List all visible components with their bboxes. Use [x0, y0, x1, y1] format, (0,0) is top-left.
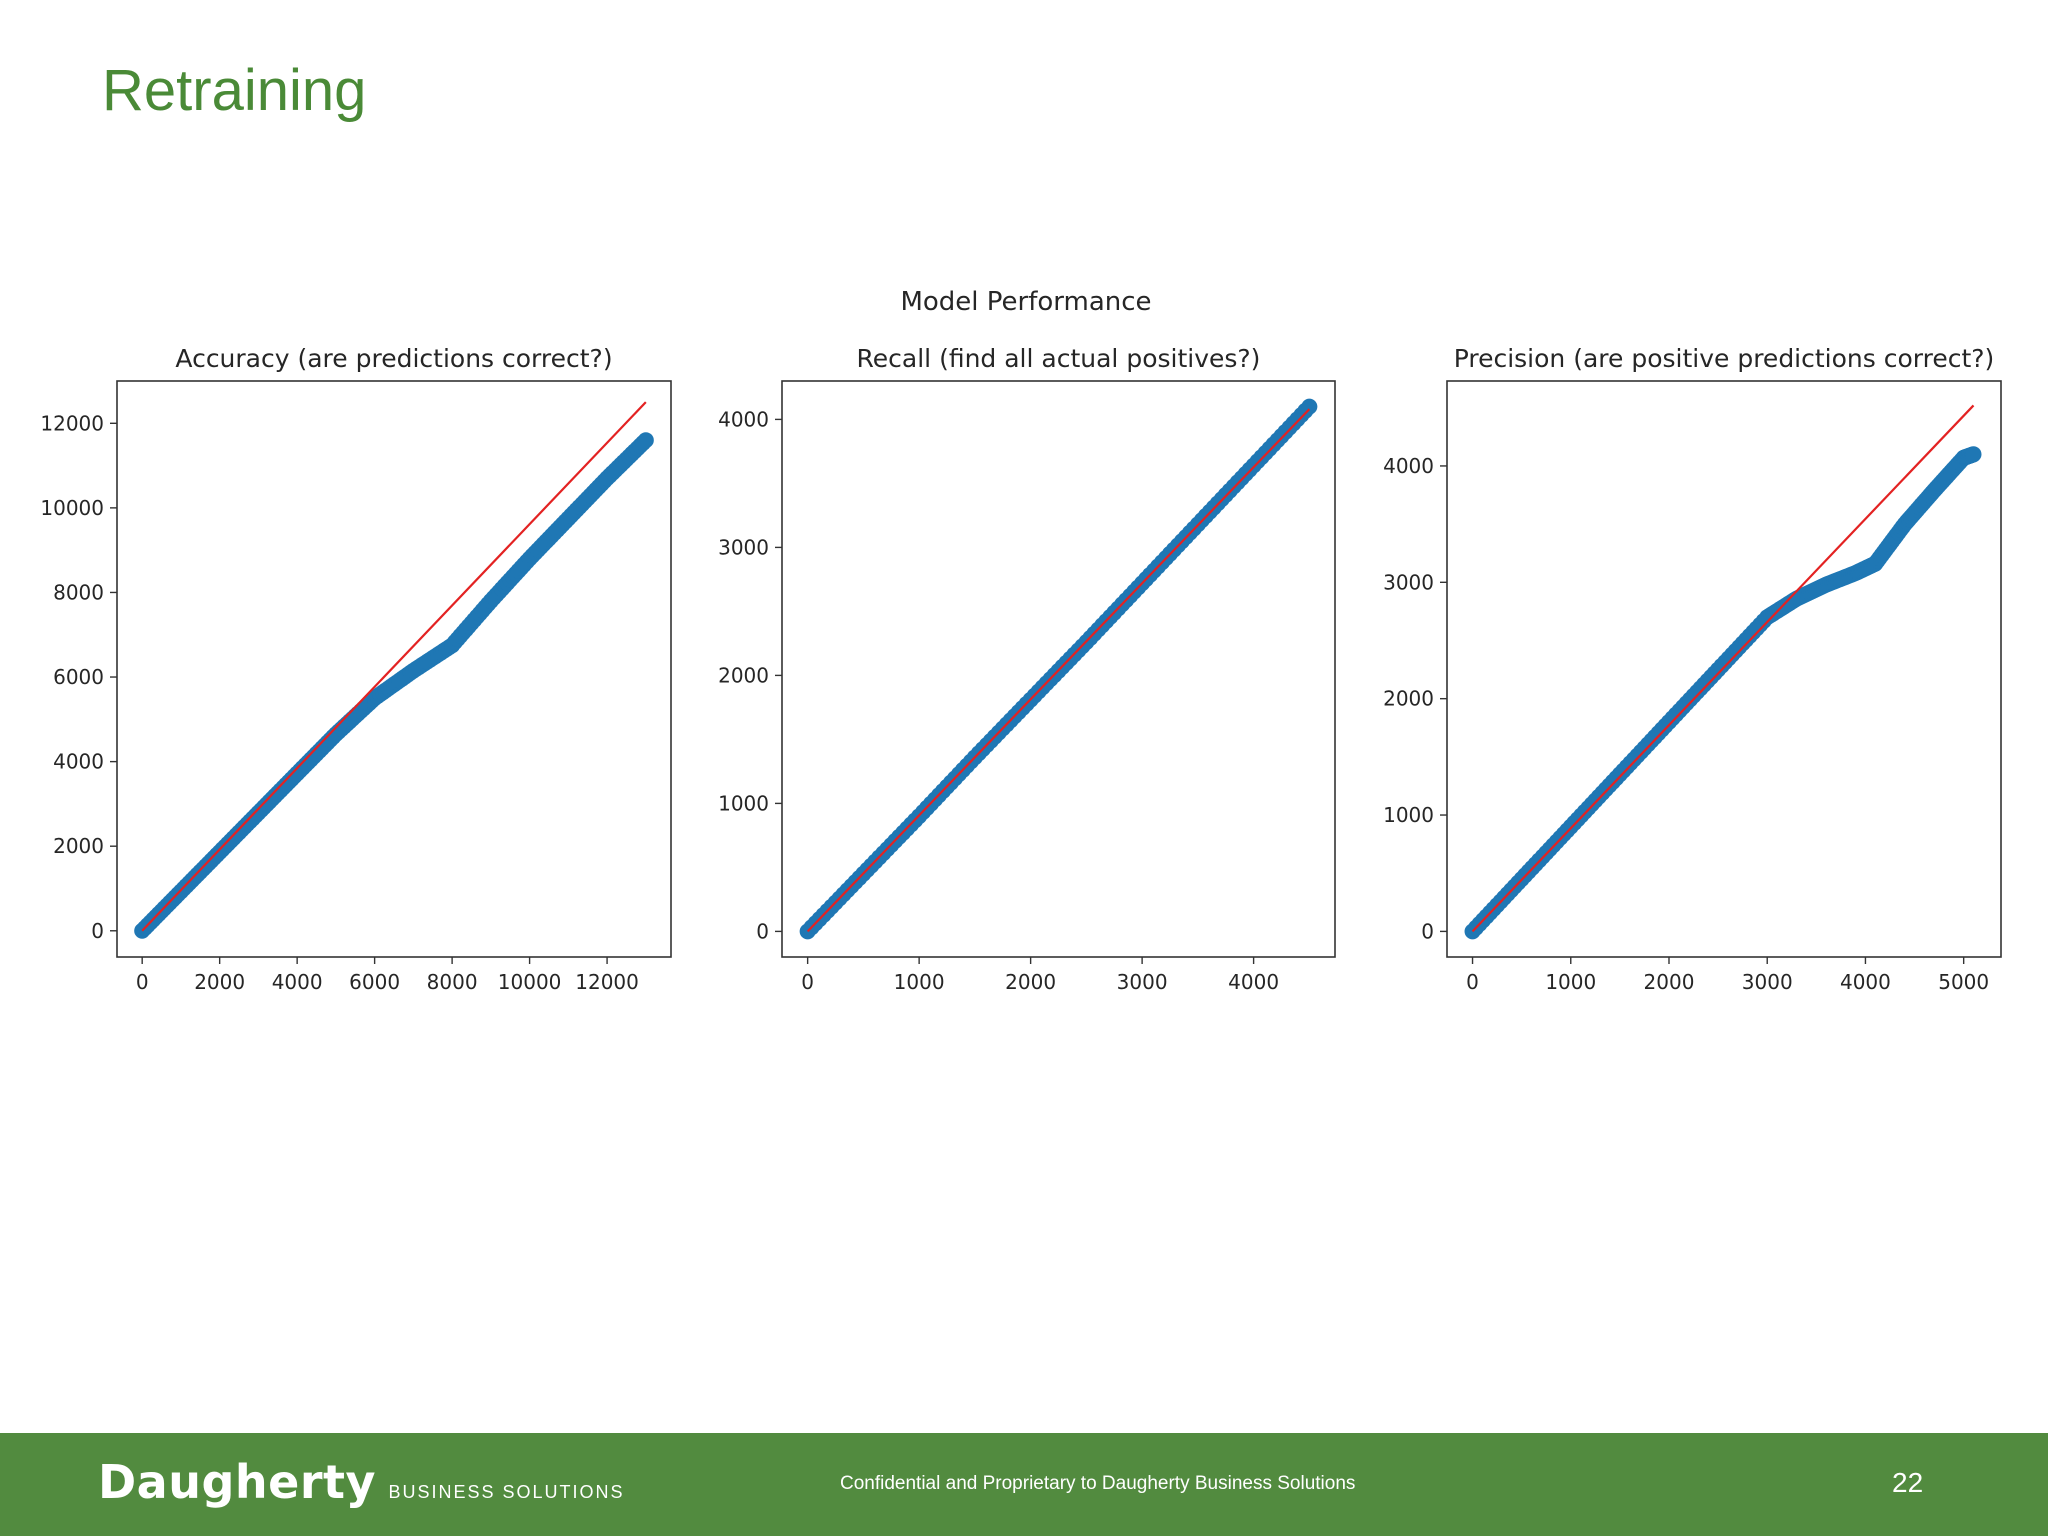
- model-performance-figure: Accuracy (are predictions correct?) 0 2000…: [0, 270, 2048, 1150]
- x-tick-label: 3000: [1742, 970, 1793, 994]
- chart-title: Accuracy (are predictions correct?): [175, 344, 612, 373]
- brand-name: Daugherty: [98, 1455, 377, 1509]
- chart-title: Recall (find all actual positives?): [857, 344, 1261, 373]
- chart-panel-3: Precision (are positive predictions corr…: [1383, 344, 2002, 994]
- confidential-notice: Confidential and Proprietary to Daughert…: [840, 1473, 1356, 1494]
- x-tick-label: 1000: [894, 970, 945, 994]
- footer-bar: Daugherty BUSINESS SOLUTIONS Confidentia…: [0, 1433, 2048, 1536]
- figure-suptitle: Model Performance: [900, 287, 1151, 317]
- y-tick-label: 0: [756, 919, 769, 943]
- x-tick-label: 12000: [575, 970, 639, 994]
- y-tick-label: 10000: [40, 496, 104, 520]
- x-tick-label: 3000: [1117, 970, 1168, 994]
- y-tick-label: 2000: [718, 663, 769, 687]
- x-tick-label: 4000: [272, 970, 323, 994]
- data-point: [1965, 446, 1982, 463]
- x-tick-label: 8000: [427, 970, 478, 994]
- slide-title: Retraining: [102, 58, 367, 123]
- x-tick-label: 5000: [1938, 970, 1989, 994]
- reference-line: [1471, 404, 1975, 933]
- y-tick-label: 6000: [53, 665, 104, 689]
- chart-panel-1: Accuracy (are predictions correct?) 0 2000…: [40, 344, 672, 994]
- x-tick-label: 1000: [1545, 970, 1596, 994]
- page-number: 22: [1892, 1467, 1924, 1498]
- y-tick-label: 3000: [718, 535, 769, 559]
- x-tick-label: 10000: [498, 970, 562, 994]
- y-tick-label: 0: [91, 919, 104, 943]
- y-tick-label: 1000: [718, 791, 769, 815]
- y-tick-label: 3000: [1383, 570, 1434, 594]
- x-tick-label: 0: [1466, 970, 1479, 994]
- y-tick-label: 4000: [53, 750, 104, 774]
- x-tick-label: 4000: [1840, 970, 1891, 994]
- x-tick-label: 4000: [1228, 970, 1279, 994]
- company-logo: Daugherty BUSINESS SOLUTIONS: [98, 1455, 625, 1509]
- chart-panel-2: Recall (find all actual positives?) 0 1000…: [718, 344, 1336, 994]
- y-tick-label: 12000: [40, 411, 104, 435]
- y-tick-label: 4000: [1383, 454, 1434, 478]
- y-tick-label: 8000: [53, 580, 104, 604]
- reference-line: [141, 401, 647, 932]
- y-tick-label: 2000: [1383, 687, 1434, 711]
- y-tick-label: 2000: [53, 834, 104, 858]
- x-tick-label: 0: [801, 970, 814, 994]
- x-tick-label: 0: [136, 970, 149, 994]
- x-tick-label: 2000: [194, 970, 245, 994]
- x-tick-label: 2000: [1644, 970, 1695, 994]
- data-point: [1301, 398, 1318, 415]
- chart-canvas: Accuracy (are predictions correct?) 0 2000…: [40, 287, 2002, 994]
- y-tick-label: 4000: [718, 407, 769, 431]
- reference-line: [806, 408, 1311, 933]
- x-tick-label: 2000: [1005, 970, 1056, 994]
- y-tick-label: 0: [1421, 919, 1434, 943]
- chart-title: Precision (are positive predictions corr…: [1454, 344, 1995, 373]
- brand-subtitle: BUSINESS SOLUTIONS: [388, 1482, 625, 1502]
- y-tick-label: 1000: [1383, 803, 1434, 827]
- data-point: [637, 432, 654, 449]
- x-tick-label: 6000: [349, 970, 400, 994]
